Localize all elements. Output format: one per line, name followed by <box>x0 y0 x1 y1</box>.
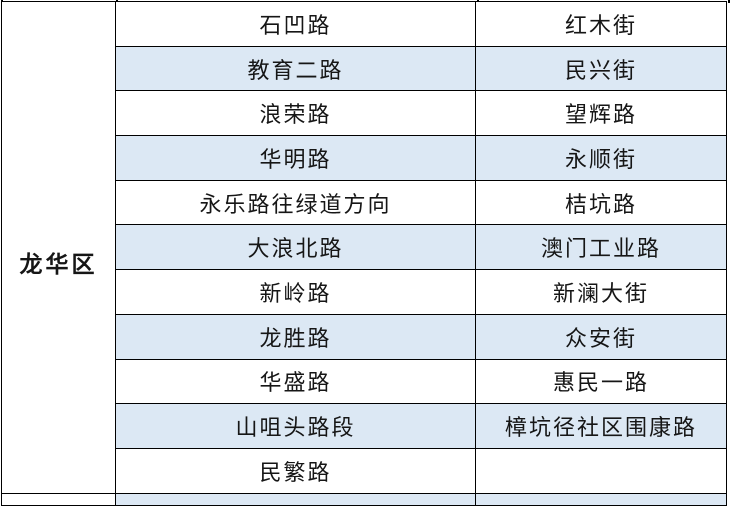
street-cell: 望辉路 <box>475 90 727 137</box>
district-cell: 龙华区 <box>1 1 116 494</box>
table-row: 华明路 永顺街 <box>2 135 727 181</box>
street-cell: 澳门工业路 <box>475 224 727 271</box>
road-cell: 新岭路 <box>115 269 476 315</box>
road-cell: 山咀头路段 <box>115 403 476 449</box>
street-cell: 红木街 <box>475 1 727 47</box>
table-row: 龙华区 石凹路 红木街 <box>1 1 727 494</box>
road-cell: 永乐路往绿道方向 <box>115 179 476 226</box>
table-row: 浪荣路 望辉路 <box>2 90 727 137</box>
table-body: 龙华区 石凹路 红木街 教育二路 民兴街 浪荣路 望辉路 华明路 永顺街 永乐路往绿道方向 桔坑路大… <box>1 1 727 506</box>
table-row: 山咀头路段 樟坑径社区围康路 <box>2 403 727 449</box>
table-row: 永乐路往绿道方向 桔坑路 <box>2 179 727 226</box>
street-cell-sliver <box>475 492 727 506</box>
street-cell <box>475 447 727 494</box>
road-cell-sliver <box>115 492 476 506</box>
street-cell: 桔坑路 <box>475 179 727 226</box>
street-cell: 永顺街 <box>475 135 727 181</box>
table-row: 教育二路 民兴街 <box>2 45 727 92</box>
district-cell-sliver <box>1 492 116 506</box>
road-cell: 华明路 <box>115 135 476 181</box>
street-cell: 惠民一路 <box>475 358 727 405</box>
table-row: 民繁路 <box>2 447 727 494</box>
street-cell: 众安街 <box>475 313 727 360</box>
table-row: 华盛路 惠民一路 <box>2 358 727 405</box>
road-cell: 民繁路 <box>115 447 476 494</box>
road-cell: 华盛路 <box>115 358 476 405</box>
gridline-stub <box>728 0 730 3</box>
table-row: 龙胜路 众安街 <box>2 313 727 360</box>
street-cell: 民兴街 <box>475 45 727 92</box>
street-cell: 新澜大街 <box>475 269 727 315</box>
road-cell: 石凹路 <box>115 1 476 47</box>
road-cell: 教育二路 <box>115 45 476 92</box>
table-row-partial <box>1 492 727 506</box>
street-cell: 樟坑径社区围康路 <box>475 403 727 449</box>
road-cell: 龙胜路 <box>115 313 476 360</box>
road-name-table: 龙华区 石凹路 红木街 教育二路 民兴街 浪荣路 望辉路 华明路 永顺街 永乐路往绿道方向 桔坑路大… <box>1 1 727 506</box>
road-cell: 浪荣路 <box>115 90 476 137</box>
road-cell: 大浪北路 <box>115 224 476 271</box>
table-row: 新岭路 新澜大街 <box>2 269 727 315</box>
